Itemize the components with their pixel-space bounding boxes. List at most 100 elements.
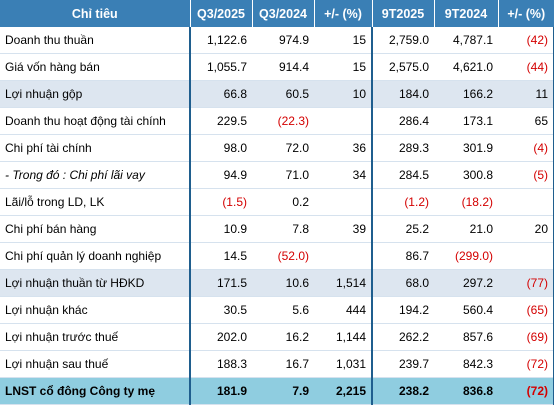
cell-9t-change: (5) — [498, 161, 554, 189]
row-label: Lợi nhuận thuần từ HĐKD — [0, 269, 191, 297]
cell-9t-change: (72) — [498, 377, 554, 405]
cell-9t2025: 262.2 — [372, 323, 434, 351]
cell-9t2024: 836.8 — [434, 377, 498, 405]
cell-q3-2024: 60.5 — [252, 80, 314, 108]
cell-9t2024: 21.0 — [434, 215, 498, 243]
cell-9t-change: (77) — [498, 269, 554, 297]
cell-q3-2024: 16.2 — [252, 323, 314, 351]
cell-q3-2024: 7.8 — [252, 215, 314, 243]
cell-9t-change: (44) — [498, 53, 554, 81]
cell-q3-2025: 10.9 — [190, 215, 252, 243]
table-body: Doanh thu thuần 1,122.6 974.9 15 2,759.0 4,78… — [0, 27, 554, 405]
cell-q3-change: 1,514 — [314, 269, 373, 297]
cell-q3-change — [314, 188, 373, 216]
cell-q3-change: 15 — [314, 53, 373, 81]
cell-9t2025: 194.2 — [372, 296, 434, 324]
header-9t-change: +/- (%) — [498, 0, 554, 27]
cell-q3-2025: 98.0 — [190, 134, 252, 162]
cell-q3-2024: 5.6 — [252, 296, 314, 324]
cell-q3-change: 1,144 — [314, 323, 373, 351]
cell-9t-change: 65 — [498, 107, 554, 135]
cell-9t2025: 25.2 — [372, 215, 434, 243]
header-9t2024: 9T2024 — [434, 0, 499, 27]
cell-q3-2025: 188.3 — [190, 350, 252, 378]
cell-9t2024: 842.3 — [434, 350, 498, 378]
cell-q3-2025: 202.0 — [190, 323, 252, 351]
row-label: LNST cổ đông Công ty mẹ — [0, 377, 191, 405]
cell-q3-2024: 72.0 — [252, 134, 314, 162]
cell-9t-change: 20 — [498, 215, 554, 243]
cell-9t-change — [498, 188, 554, 216]
cell-9t2024: 300.8 — [434, 161, 498, 189]
cell-q3-2024: (22.3) — [252, 107, 314, 135]
row-label: Doanh thu thuần — [0, 27, 191, 54]
table-row: - Trong đó : Chi phí lãi vay 94.9 71.0 34 28… — [0, 161, 554, 189]
cell-9t2024: (299.0) — [434, 242, 498, 270]
cell-q3-change: 36 — [314, 134, 373, 162]
cell-q3-change — [314, 107, 373, 135]
cell-q3-change: 10 — [314, 80, 373, 108]
row-label: - Trong đó : Chi phí lãi vay — [0, 161, 191, 189]
cell-9t-change — [498, 242, 554, 270]
cell-q3-change: 34 — [314, 161, 373, 189]
header-q3-2025: Q3/2025 — [190, 0, 253, 27]
table-header: Chỉ tiêu Q3/2025 Q3/2024 +/- (%) 9T2025 … — [0, 0, 554, 27]
header-9t2025: 9T2025 — [372, 0, 435, 27]
cell-9t2024: 4,787.1 — [434, 27, 498, 54]
cell-q3-2025: 171.5 — [190, 269, 252, 297]
cell-9t-change: (42) — [498, 27, 554, 54]
cell-q3-2025: 14.5 — [190, 242, 252, 270]
header-q3-2024: Q3/2024 — [252, 0, 315, 27]
cell-9t2024: 4,621.0 — [434, 53, 498, 81]
cell-q3-2024: 914.4 — [252, 53, 314, 81]
cell-q3-2025: (1.5) — [190, 188, 252, 216]
cell-q3-2024: (52.0) — [252, 242, 314, 270]
table-row: Lợi nhuận gộp 66.8 60.5 10 184.0 166.2 11 — [0, 80, 554, 108]
cell-q3-2024: 974.9 — [252, 27, 314, 54]
cell-9t2025: 184.0 — [372, 80, 434, 108]
cell-9t2024: 857.6 — [434, 323, 498, 351]
table-row: Chi phí bán hàng 10.9 7.8 39 25.2 21.0 20 — [0, 215, 554, 243]
row-label: Lợi nhuận gộp — [0, 80, 191, 108]
cell-9t2024: 173.1 — [434, 107, 498, 135]
cell-9t2025: 2,575.0 — [372, 53, 434, 81]
table-row: LNST cổ đông Công ty mẹ 181.9 7.9 2,215 238.… — [0, 377, 554, 405]
cell-9t2025: 239.7 — [372, 350, 434, 378]
table-row: Lợi nhuận khác 30.5 5.6 444 194.2 560.4 (65) — [0, 296, 554, 324]
cell-q3-2025: 94.9 — [190, 161, 252, 189]
cell-9t-change: (69) — [498, 323, 554, 351]
cell-9t2025: 286.4 — [372, 107, 434, 135]
table-row: Doanh thu hoạt động tài chính 229.5 (22.3)… — [0, 107, 554, 135]
cell-q3-2025: 181.9 — [190, 377, 252, 405]
row-label: Chi phí quản lý doanh nghiệp — [0, 242, 191, 270]
cell-q3-change: 15 — [314, 27, 373, 54]
cell-9t2024: 301.9 — [434, 134, 498, 162]
cell-q3-2024: 16.7 — [252, 350, 314, 378]
table-row: Chi phí tài chính 98.0 72.0 36 289.3 301.9 (4) — [0, 134, 554, 162]
cell-q3-2025: 1,122.6 — [190, 27, 252, 54]
row-label: Lợi nhuận sau thuế — [0, 350, 191, 378]
cell-9t2025: (1.2) — [372, 188, 434, 216]
cell-q3-2024: 10.6 — [252, 269, 314, 297]
cell-9t-change: (4) — [498, 134, 554, 162]
cell-9t2024: (18.2) — [434, 188, 498, 216]
cell-q3-2024: 0.2 — [252, 188, 314, 216]
cell-9t2025: 68.0 — [372, 269, 434, 297]
cell-q3-change: 1,031 — [314, 350, 373, 378]
row-label: Lãi/lỗ trong LD, LK — [0, 188, 191, 216]
cell-q3-2025: 66.8 — [190, 80, 252, 108]
table-row: Giá vốn hàng bán 1,055.7 914.4 15 2,575.0 4,6… — [0, 53, 554, 81]
cell-9t-change: (65) — [498, 296, 554, 324]
header-row: Chỉ tiêu Q3/2025 Q3/2024 +/- (%) 9T2025 … — [0, 0, 554, 27]
row-label: Giá vốn hàng bán — [0, 53, 191, 81]
cell-9t2025: 284.5 — [372, 161, 434, 189]
row-label: Doanh thu hoạt động tài chính — [0, 107, 191, 135]
cell-9t2025: 2,759.0 — [372, 27, 434, 54]
row-label: Chi phí tài chính — [0, 134, 191, 162]
cell-9t2024: 166.2 — [434, 80, 498, 108]
header-indicator: Chỉ tiêu — [0, 0, 191, 27]
cell-9t2025: 289.3 — [372, 134, 434, 162]
row-label: Chi phí bán hàng — [0, 215, 191, 243]
cell-q3-2025: 229.5 — [190, 107, 252, 135]
